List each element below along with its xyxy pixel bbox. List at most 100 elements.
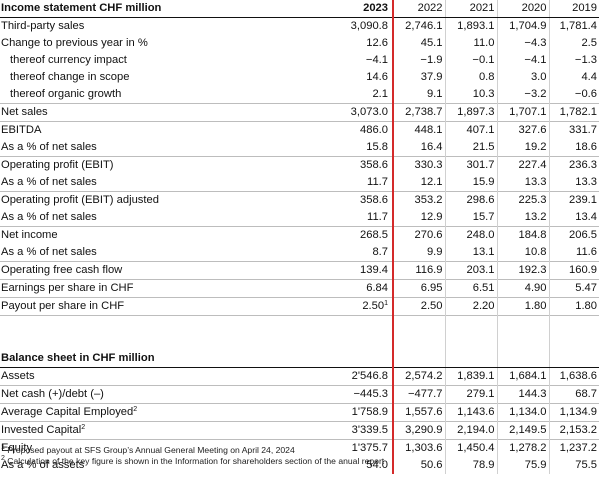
value-cell-text: 15.7 [472,211,495,223]
row-label: thereof organic growth [0,86,290,104]
value-cell-text: 227.4 [518,159,547,171]
value-cell-text: 1,781.4 [559,20,597,32]
spacer-cell [393,333,446,350]
row-label-text: thereof currency impact [10,54,127,66]
year-header-2020: 2020 [497,0,550,18]
value-cell-text: 78.9 [472,459,495,471]
value-cell-text: 68.7 [575,388,597,400]
value-cell: 1,704.9 [497,17,550,35]
value-cell: 279.1 [445,385,498,404]
table-row: Net cash (+)/debt (–) −445.3 −477.7 279.1 14… [0,385,599,404]
table-row: As a % of net sales 11.7 12.9 15.7 13.2 13.4 [0,209,599,227]
table-row: thereof organic growth 2.1 9.1 10.3 −3.2 −0.6 [0,86,599,104]
value-cell-text: 3,290.9 [405,424,443,436]
value-cell-text: 14.6 [366,71,388,83]
value-cell: 75.9 [497,457,550,474]
row-label: As a % of net sales [0,174,290,192]
row-label-text: Invested Capital [1,424,82,436]
value-cell: 12.6 [290,35,394,52]
balance-header-cell [497,350,550,368]
row-label-text: Net cash (+)/debt (–) [1,388,104,400]
value-cell-text: 248.0 [466,229,495,241]
row-label-text: Third-party sales [1,20,85,32]
value-cell: 192.3 [497,261,550,280]
balance-header-cell [393,350,446,368]
value-cell-text: 486.0 [360,124,388,136]
value-cell-text: 37.9 [420,71,443,83]
value-cell: 15.7 [445,209,498,227]
value-cell-text: 1,638.6 [559,370,597,382]
value-cell: 15.8 [290,139,394,157]
spacer-cell [290,333,394,350]
row-label: As a % of net sales [0,139,290,157]
value-cell: 2'546.8 [290,367,394,386]
row-label: Assets [0,368,290,386]
value-cell: 353.2 [393,191,446,209]
spacer-cell [290,315,394,333]
value-cell-text: 10.3 [472,88,495,100]
value-cell: 358.6 [290,191,394,209]
spacer-cell [445,333,498,350]
value-cell-text: 2.50 [420,300,443,312]
value-cell-text: 139.4 [360,264,388,276]
value-cell-text: 12.9 [420,211,443,223]
value-cell: 2,574.2 [393,367,446,386]
value-cell: 1,143.6 [445,403,498,422]
row-label-text: As a % of net sales [1,176,97,188]
value-cell-text: 75.5 [575,459,597,471]
value-cell-text: 327.6 [518,124,547,136]
table-row: EBITDA 486.0 448.1 407.1 327.6 331.7 [0,121,599,139]
spacer-cell [0,333,290,350]
value-cell-text: 2'546.8 [351,370,388,382]
value-cell: 448.1 [393,121,446,139]
value-cell: 1,893.1 [445,17,498,35]
row-label: As a % of assets [0,457,290,474]
value-cell: 13.4 [549,209,599,227]
value-cell-text: 11.6 [576,246,597,258]
row-label: EBITDA [0,121,290,139]
value-cell-text: 10.8 [524,246,547,258]
value-cell: 3,073.0 [290,103,394,122]
value-cell-text: 184.8 [518,229,547,241]
spacer-cell [393,315,446,333]
value-cell: 1,839.1 [445,367,498,386]
value-cell: 12.9 [393,209,446,227]
value-cell-text: 3'339.5 [351,424,388,436]
value-cell-text: 2,738.7 [405,106,443,118]
row-label: Payout per share in CHF [0,297,290,316]
value-cell: 1,638.6 [549,368,599,386]
value-cell: −4.1 [497,52,550,69]
value-cell-text: 298.6 [466,194,495,206]
value-cell: 11.7 [290,209,394,227]
value-cell-text: 331.7 [569,124,597,136]
table-row: As a % of net sales 11.7 12.1 15.9 13.3 13.3 [0,174,599,192]
value-cell-text: 160.9 [569,264,597,276]
year-header-2023: 2023 [290,0,394,18]
row-label: Net cash (+)/debt (–) [0,385,290,404]
value-cell-text: 1,278.2 [509,442,547,454]
value-cell-text: −1.9 [420,54,443,66]
table-row: Equity 1'375.7 1,303.6 1,450.4 1,278.2 1,237.… [0,439,599,457]
row-label: Average Capital Employed2 [0,403,290,422]
value-cell: 1,781.4 [549,18,599,36]
value-cell: 1,557.6 [393,403,446,422]
value-cell-text: 11.0 [473,37,495,49]
table-row: Average Capital Employed2 1'758.9 1,557.6 1… [0,403,599,422]
income-statement-title: Income statement CHF million [0,0,290,18]
value-cell-text: 1'375.7 [351,442,388,454]
row-label: thereof currency impact [0,52,290,69]
row-label-text: EBITDA [1,124,42,136]
value-cell-text: 192.3 [518,264,547,276]
value-cell: 1,303.6 [393,439,446,457]
row-label: Equity [0,439,290,457]
value-cell-text: 358.6 [360,194,388,206]
value-cell-text: 3.0 [530,71,547,83]
table-row: As a % of assets 54.0 50.6 78.9 75.9 75.5 [0,457,599,474]
value-cell-text: 6.95 [420,282,443,294]
value-cell-text: 1,707.1 [509,106,547,118]
value-cell: 2,153.2 [549,421,599,440]
row-label-text: As a % of net sales [1,211,97,223]
row-label-text: Average Capital Employed [1,406,134,418]
row-label-text: Assets [1,370,35,382]
